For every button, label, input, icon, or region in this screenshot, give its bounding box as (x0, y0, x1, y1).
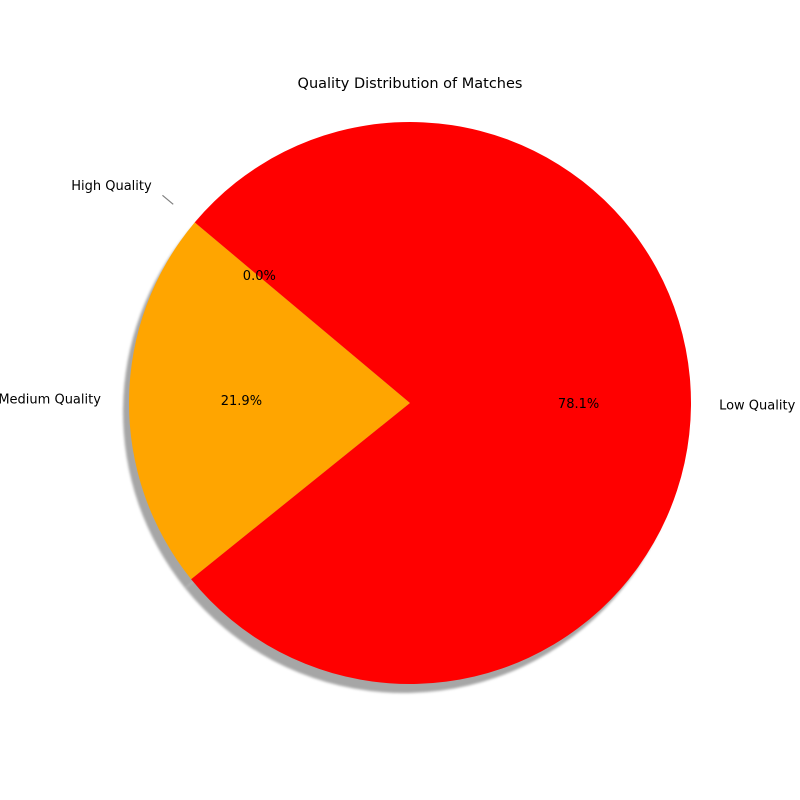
slice-label-medium-quality: Medium Quality (0, 392, 101, 407)
pie-slice-low-quality (191, 122, 691, 685)
slice-percent-medium-quality: 21.9% (221, 394, 262, 409)
slice-label-high-quality: High Quality (71, 179, 152, 194)
slice-label-low-quality: Low Quality (719, 399, 795, 414)
pie-slice-high-quality-edge (162, 194, 174, 205)
pie-slices (128, 122, 691, 685)
chart-title: Quality Distribution of Matches (298, 76, 523, 92)
pie-slice-medium-quality (128, 222, 410, 580)
pie-labels: High Quality 0.0% Medium Quality 21.9% Low Q… (0, 179, 796, 414)
slice-percent-high-quality: 0.0% (243, 269, 276, 284)
slice-percent-low-quality: 78.1% (558, 397, 599, 412)
